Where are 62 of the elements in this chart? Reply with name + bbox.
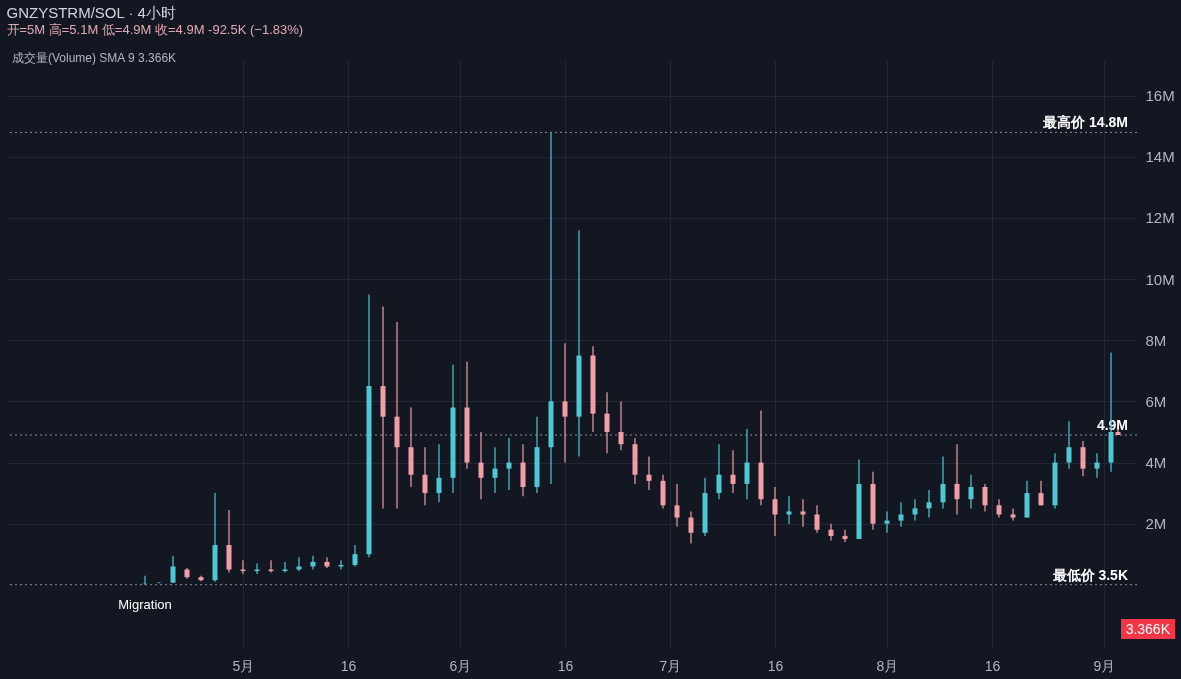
- x-tick-label: 16: [340, 657, 357, 674]
- candlestick: [912, 498, 918, 522]
- x-tick-label: 6月: [449, 657, 472, 674]
- y-tick-label: 14M: [1145, 148, 1175, 166]
- candlestick: [926, 489, 932, 519]
- x-tick-label: 7月: [659, 657, 682, 674]
- candlestick: [842, 529, 848, 543]
- candlestick: [968, 474, 974, 509]
- candlestick: [562, 342, 568, 464]
- candlestick: [772, 486, 778, 537]
- annotation: 成交量(Volume) SMA 9 3.366K: [12, 50, 177, 67]
- x-tick-label: 16: [984, 657, 1001, 674]
- y-tick-label: 12M: [1145, 209, 1175, 227]
- candlestick: [604, 391, 610, 454]
- candlestick: [1010, 507, 1016, 522]
- candlestick: [940, 455, 946, 509]
- x-tick-label: 9月: [1093, 657, 1116, 674]
- candlestick: [814, 504, 820, 534]
- candlestick: [1080, 440, 1086, 477]
- x-tick-label: 5月: [232, 657, 255, 674]
- ref-line-label: 最高价 14.8M: [1042, 114, 1128, 131]
- candlestick: [492, 446, 498, 494]
- candlestick: [800, 498, 806, 528]
- candlestick: [1066, 420, 1072, 470]
- candlestick: [1094, 452, 1100, 479]
- y-tick-label: 4M: [1145, 454, 1167, 472]
- candlestick: [1038, 480, 1044, 506]
- chart-title: GNZYSTRM/SOL · 4小时: [6, 4, 176, 21]
- annotation: 3.366K: [1120, 619, 1175, 639]
- candlestick: [352, 544, 358, 568]
- candlestick: [296, 556, 302, 572]
- candlestick: [982, 483, 988, 513]
- candlestick: [884, 510, 890, 534]
- candlestick: [898, 501, 904, 528]
- candlestick: [506, 437, 512, 491]
- y-tick-label: 10M: [1145, 270, 1175, 288]
- candlestick: [716, 443, 722, 500]
- candlestick: [730, 449, 736, 494]
- y-tick-label: 8M: [1145, 331, 1167, 349]
- annotation: Migration: [118, 596, 172, 612]
- candlestick: [422, 446, 428, 506]
- candlestick: [786, 495, 792, 525]
- x-tick-label: 16: [557, 657, 574, 674]
- candlestick: [478, 431, 484, 500]
- candlestick: [744, 428, 750, 500]
- candlestick: [674, 483, 680, 528]
- x-tick-label: 16: [767, 657, 784, 674]
- ref-line-label: 最低价 3.5K: [1051, 566, 1128, 583]
- candlestick: [436, 443, 442, 503]
- chart-subtitle: 开=5M 高=5.1M 低=4.9M 收=4.9M -92.5K (−1.83%): [6, 22, 304, 37]
- candlestick: [170, 555, 176, 584]
- candlestick: [688, 510, 694, 545]
- candlestick: [996, 498, 1002, 519]
- y-tick-label: 6M: [1145, 392, 1167, 410]
- x-tick-label: 8月: [876, 657, 899, 674]
- ref-line-label: 4.9M: [1096, 417, 1128, 434]
- candlestick: [646, 455, 652, 491]
- candlestick: [828, 523, 834, 542]
- y-tick-label: 2M: [1145, 515, 1167, 533]
- candlestick: [618, 400, 624, 451]
- candlestick: [954, 443, 960, 516]
- y-tick-label: 16M: [1145, 87, 1175, 105]
